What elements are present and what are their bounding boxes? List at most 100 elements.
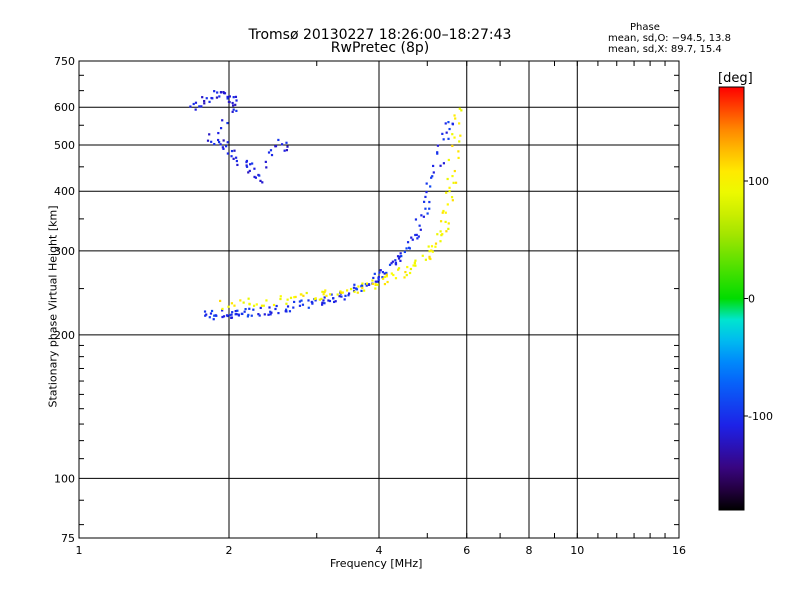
x-tick-label: 6 xyxy=(463,544,470,557)
data-point xyxy=(439,240,442,243)
data-point xyxy=(259,179,262,182)
data-point xyxy=(322,299,325,302)
data-point xyxy=(345,289,349,292)
data-point xyxy=(285,141,288,144)
data-point xyxy=(385,271,388,275)
data-point xyxy=(453,169,456,173)
x-tick-label: 16 xyxy=(672,544,686,557)
data-point xyxy=(419,228,422,231)
data-point xyxy=(234,103,237,106)
data-point xyxy=(428,200,431,204)
data-point xyxy=(429,185,432,188)
data-point xyxy=(263,313,266,316)
chart-title: Tromsø 20130227 18:26:00–18:27:43 xyxy=(248,27,512,43)
data-point xyxy=(253,167,256,170)
data-point xyxy=(292,306,295,309)
data-point xyxy=(327,299,330,302)
data-point xyxy=(340,295,343,298)
data-point xyxy=(445,230,448,233)
x-tick-label: 4 xyxy=(376,544,383,557)
data-point xyxy=(232,104,235,107)
data-point xyxy=(270,311,273,314)
data-point xyxy=(441,233,444,236)
data-point xyxy=(265,166,268,169)
data-point xyxy=(457,156,460,160)
data-point xyxy=(247,171,250,174)
data-point xyxy=(383,275,387,279)
data-point xyxy=(357,285,360,288)
data-point xyxy=(412,264,415,267)
data-point xyxy=(416,237,419,240)
data-point xyxy=(221,146,224,149)
data-point xyxy=(254,176,257,179)
data-point xyxy=(394,263,398,266)
data-point xyxy=(285,149,289,152)
data-point xyxy=(206,139,210,142)
data-point xyxy=(257,313,260,316)
data-point xyxy=(226,97,229,100)
data-point xyxy=(431,250,434,253)
x-tick-label: 8 xyxy=(526,544,533,557)
data-point xyxy=(222,147,225,150)
data-point xyxy=(360,289,363,292)
data-point xyxy=(428,255,431,258)
data-point xyxy=(210,309,214,313)
x-axis-label: Frequency [MHz] xyxy=(330,557,423,570)
data-point xyxy=(381,271,385,274)
data-point xyxy=(203,99,206,103)
data-point xyxy=(244,308,247,311)
data-point xyxy=(219,299,222,303)
data-point xyxy=(279,295,282,298)
data-point xyxy=(432,164,435,168)
data-point xyxy=(394,277,398,280)
data-point xyxy=(198,105,201,108)
data-point xyxy=(431,175,434,178)
data-point xyxy=(451,174,454,178)
data-point xyxy=(400,255,403,258)
data-point xyxy=(447,158,450,162)
data-point xyxy=(274,307,277,311)
data-point xyxy=(314,299,317,302)
data-point xyxy=(213,314,216,317)
data-point xyxy=(386,280,389,284)
data-point xyxy=(424,258,427,261)
data-point xyxy=(289,296,293,299)
data-point xyxy=(249,163,252,166)
data-point xyxy=(250,314,253,317)
data-point xyxy=(233,149,236,152)
data-point xyxy=(215,96,219,99)
data-point xyxy=(260,304,264,307)
data-point xyxy=(436,152,439,155)
data-point xyxy=(421,254,424,257)
data-point xyxy=(269,310,272,313)
data-point xyxy=(252,308,255,311)
data-point xyxy=(189,105,192,108)
data-point xyxy=(448,186,451,189)
data-point xyxy=(361,282,364,285)
y-tick-label: 600 xyxy=(54,101,75,114)
data-point xyxy=(221,119,224,122)
data-point xyxy=(414,264,417,267)
data-point xyxy=(201,96,204,99)
data-point xyxy=(321,290,324,293)
data-point xyxy=(371,282,374,285)
data-point xyxy=(320,297,323,301)
data-point xyxy=(323,302,326,305)
data-point xyxy=(222,139,225,142)
data-point xyxy=(194,101,198,104)
data-point xyxy=(334,300,337,303)
data-point xyxy=(426,212,429,215)
data-point xyxy=(363,289,366,292)
data-point xyxy=(428,207,431,210)
data-point xyxy=(227,305,230,308)
data-point xyxy=(305,291,308,295)
data-point xyxy=(298,300,301,303)
data-point xyxy=(255,303,258,306)
data-point xyxy=(423,200,426,203)
y-tick-label: 75 xyxy=(61,532,75,545)
data-point xyxy=(459,134,462,137)
data-point xyxy=(451,144,454,148)
data-point xyxy=(352,286,356,289)
data-point xyxy=(434,245,437,248)
